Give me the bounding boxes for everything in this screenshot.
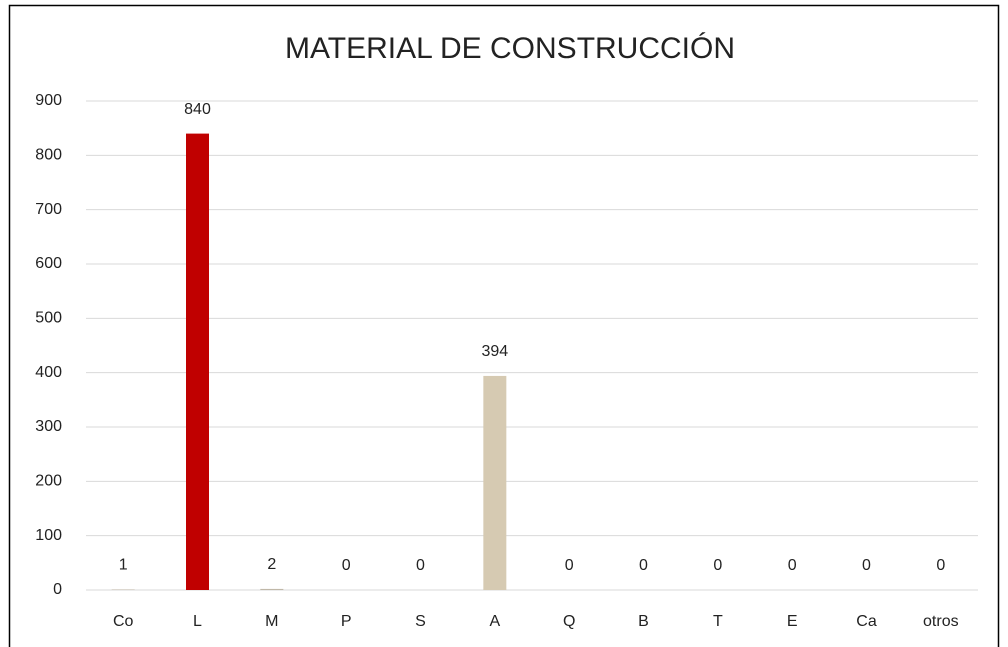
data-label: 0 — [713, 557, 722, 574]
x-tick-label: B — [638, 613, 649, 630]
x-tick-label: otros — [923, 613, 959, 630]
data-label: 2 — [267, 556, 276, 573]
y-tick-label: 0 — [53, 581, 62, 598]
data-label: 1 — [119, 557, 128, 574]
data-label: 840 — [184, 101, 211, 118]
y-tick-label: 100 — [35, 527, 62, 544]
data-label: 0 — [565, 557, 574, 574]
data-label: 394 — [481, 343, 508, 360]
x-tick-label: P — [341, 613, 352, 630]
y-tick-label: 800 — [35, 147, 62, 164]
y-tick-label: 700 — [35, 201, 62, 218]
y-tick-label: 400 — [35, 364, 62, 381]
x-tick-label: A — [489, 613, 500, 630]
x-tick-label: M — [265, 613, 278, 630]
y-tick-label: 200 — [35, 473, 62, 490]
bar — [186, 133, 209, 590]
data-label: 0 — [342, 557, 351, 574]
data-label: 0 — [936, 557, 945, 574]
x-tick-label: Ca — [856, 613, 877, 630]
y-tick-label: 900 — [35, 92, 62, 109]
data-label: 0 — [788, 557, 797, 574]
x-tick-label: L — [193, 613, 202, 630]
y-tick-label: 300 — [35, 418, 62, 435]
chart-title: MATERIAL DE CONSTRUCCIÓN — [285, 32, 735, 65]
data-label: 0 — [639, 557, 648, 574]
bar — [260, 588, 284, 590]
y-tick-label: 600 — [35, 255, 62, 272]
y-tick-label: 500 — [35, 310, 62, 327]
data-label: 0 — [416, 557, 425, 574]
bar — [111, 589, 135, 590]
bar — [483, 375, 507, 590]
x-tick-label: T — [713, 613, 723, 630]
x-tick-label: S — [415, 613, 426, 630]
x-tick-label: Co — [113, 613, 134, 630]
data-label: 0 — [862, 557, 871, 574]
x-tick-label: E — [787, 613, 798, 630]
x-tick-label: Q — [563, 613, 575, 630]
